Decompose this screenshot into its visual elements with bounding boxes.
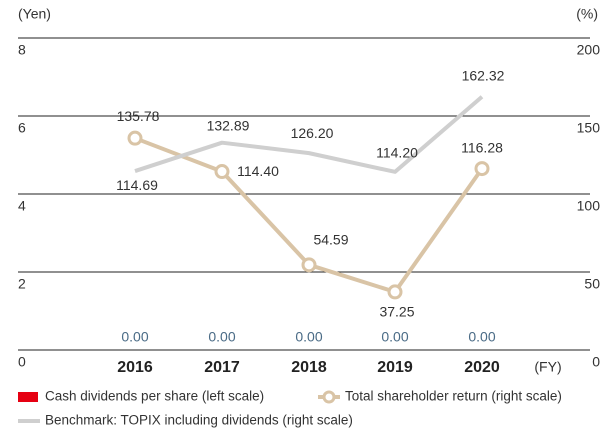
marker (474, 161, 490, 177)
y2-tick-label: 150 (577, 120, 601, 136)
y2-tick-label: 0 (592, 354, 600, 370)
y-tick-label: 2 (18, 276, 26, 292)
line (134, 95, 484, 174)
y2-tick-label: 100 (577, 198, 601, 214)
y-tick-label: 4 (18, 198, 26, 214)
y2-tick-label: 200 (577, 42, 601, 58)
x-tick-label: 2019 (377, 359, 413, 376)
x-tick-label: 2020 (464, 359, 500, 376)
y-tick-label: 0 (18, 354, 26, 370)
y-axis-label: (Yen) (18, 6, 51, 22)
y-tick-label: 6 (18, 120, 26, 136)
marker (214, 164, 230, 180)
marker (301, 257, 317, 273)
marker (387, 284, 403, 300)
data-label: 0.00 (468, 329, 495, 345)
data-label: 162.32 (462, 67, 505, 83)
legend-swatch (18, 392, 38, 402)
data-label: 114.40 (237, 163, 279, 179)
legend-label: Cash dividends per share (left scale) (45, 389, 264, 404)
legend-label: Total shareholder return (right scale) (345, 389, 562, 404)
x-tick-label: 2017 (204, 359, 240, 376)
legend-label: Benchmark: TOPIX including dividends (ri… (45, 413, 353, 428)
data-label: 54.59 (313, 232, 348, 248)
x-axis-label: (FY) (534, 359, 561, 375)
data-label: 114.20 (376, 145, 418, 161)
data-label: 126.20 (291, 125, 334, 141)
data-label: 114.69 (116, 177, 158, 193)
data-label: 0.00 (295, 329, 322, 345)
y2-tick-label: 50 (584, 276, 600, 292)
y2-axis-label: (%) (576, 6, 598, 22)
data-label: 0.00 (121, 329, 148, 345)
marker (127, 130, 143, 146)
y-tick-label: 8 (18, 42, 26, 58)
data-label: 37.25 (379, 304, 414, 320)
data-label: 135.78 (117, 108, 160, 124)
data-label: 132.89 (207, 117, 250, 133)
x-tick-label: 2016 (117, 359, 153, 376)
x-tick-label: 2018 (291, 359, 327, 376)
legend-marker (322, 390, 336, 404)
data-label: 116.28 (461, 139, 503, 155)
data-label: 0.00 (381, 329, 408, 345)
data-label: 0.00 (208, 329, 235, 345)
